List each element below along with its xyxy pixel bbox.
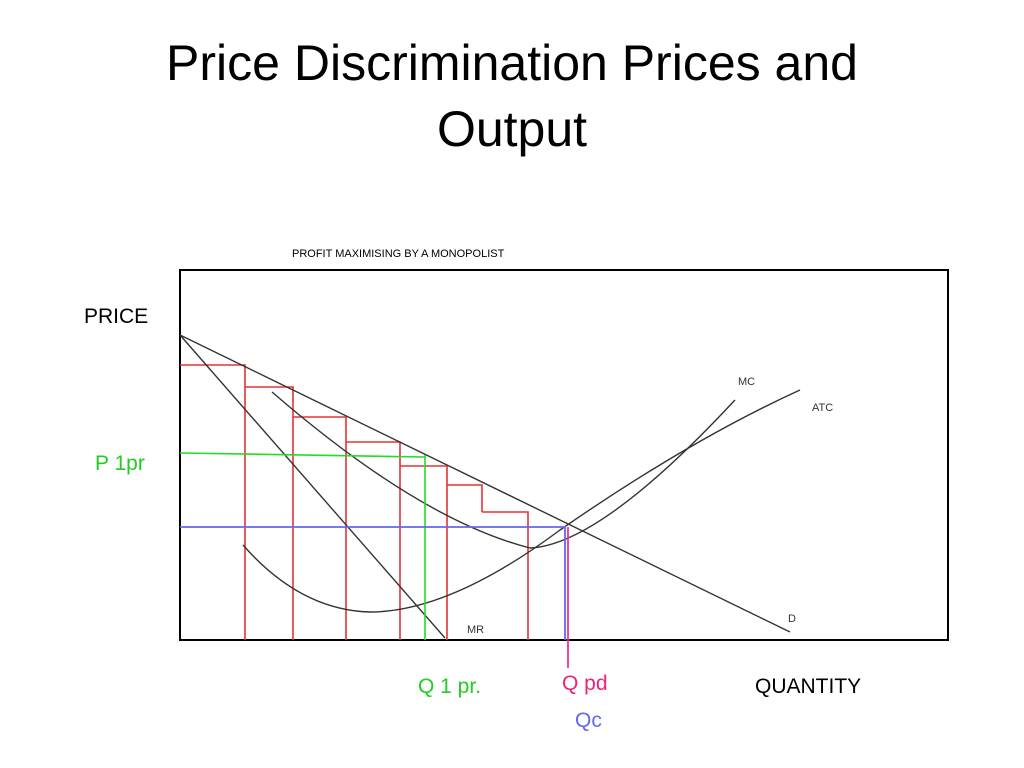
competitive-lines (180, 526, 566, 640)
demand-label: D (788, 613, 796, 625)
atc-curve (242, 389, 801, 613)
single-price-lines (179, 452, 426, 640)
price-steps (180, 364, 529, 640)
mc-curve (271, 391, 736, 549)
step-lines (180, 364, 529, 640)
qc-label: Qc (575, 709, 602, 732)
diagram-subtitle: PROFIT MAXIMISING BY A MONOPOLIST (292, 248, 505, 260)
y-axis-label: PRICE (84, 305, 148, 328)
curves (179, 334, 801, 639)
q1-label: Q 1 pr. (418, 675, 481, 698)
mc-label: MC (738, 376, 755, 388)
slide-title: Price Discrimination Prices and Output (166, 35, 858, 157)
mr-label: MR (467, 624, 484, 636)
qpd-label: Q pd (562, 672, 608, 695)
p1-label: P 1pr (95, 452, 145, 475)
x-axis-label: QUANTITY (755, 675, 861, 698)
demand-curve (179, 334, 791, 633)
mr-curve (179, 334, 446, 639)
atc-label: ATC (812, 402, 833, 414)
